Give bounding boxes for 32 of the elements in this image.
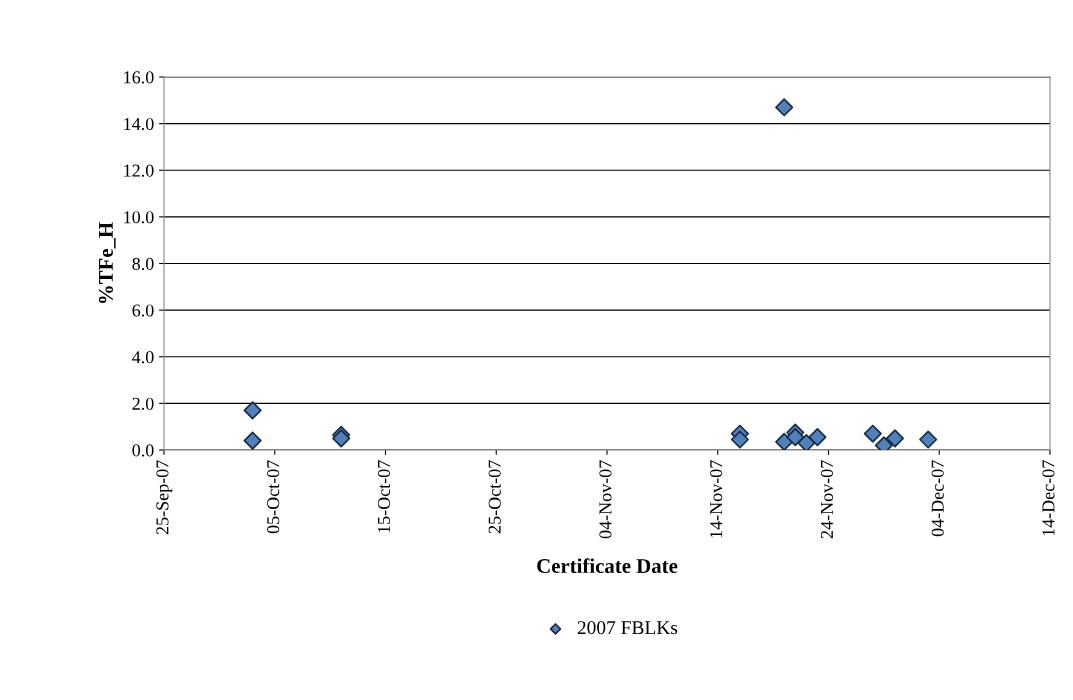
- x-tick-label: 14-Dec-07: [1042, 460, 1055, 536]
- y-tick-label: 14.0: [124, 117, 154, 131]
- y-tick-label: 16.0: [124, 71, 154, 84]
- point: [730, 430, 749, 449]
- x-tick-label: 25-Sep-07: [156, 460, 173, 535]
- point: [775, 98, 794, 117]
- y-tick-label: 8.0: [132, 257, 154, 271]
- y-axis-title: %TFe_H: [98, 222, 116, 304]
- point: [885, 429, 905, 448]
- x-tick-label: 15-Oct-07: [377, 460, 391, 533]
- y-tick-label: 10.0: [124, 211, 154, 224]
- y-tick-label: 4.0: [132, 351, 154, 364]
- y-tick-label: 12.0: [124, 164, 154, 177]
- legend-label: 2007 FBLKs: [577, 621, 678, 635]
- x-tick-label: 05-Oct-07: [267, 460, 280, 534]
- point: [243, 431, 262, 450]
- x-tick-label: 04-Dec-07: [931, 460, 944, 537]
- x-tick-label: 04-Nov-07: [599, 460, 612, 539]
- x-tick-label: 14-Nov-07: [710, 460, 723, 538]
- point: [863, 424, 882, 443]
- y-tick-label: 2.0: [132, 397, 154, 410]
- point: [332, 429, 351, 448]
- point: [786, 428, 805, 447]
- y-tick-label: 6.0: [132, 304, 154, 317]
- x-tick-label: 24-Nov-07: [820, 460, 834, 539]
- x-tick-label: 25-Oct-07: [488, 460, 501, 534]
- point: [243, 401, 262, 420]
- y-tick-label: 0.0: [132, 444, 154, 457]
- point: [808, 428, 827, 447]
- x-axis-title: Certificate Date: [537, 558, 678, 574]
- point: [919, 430, 938, 449]
- point: [797, 433, 816, 450]
